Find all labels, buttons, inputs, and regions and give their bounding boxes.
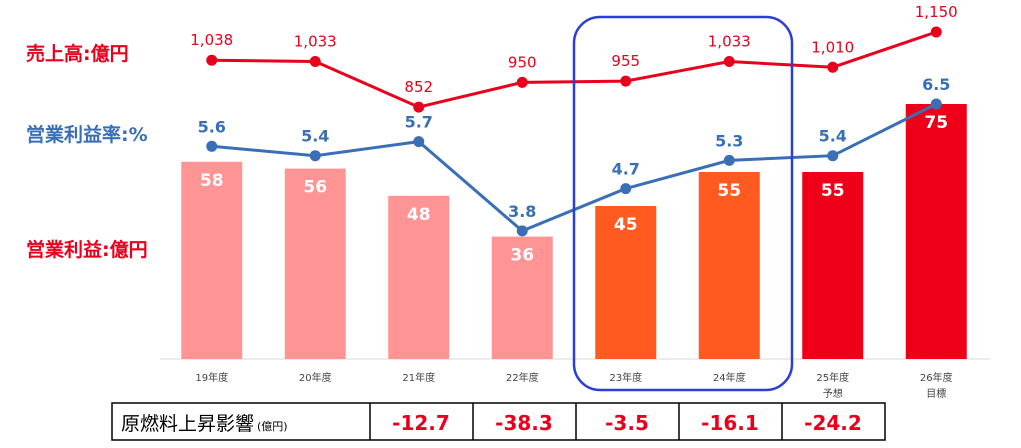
- sales-value-label: 1,010: [811, 38, 854, 56]
- x-tick-label: 23年度: [609, 371, 642, 384]
- margin-value-label: 3.8: [508, 202, 536, 221]
- table-header-unit: (億円): [257, 420, 288, 433]
- margin-value-label: 4.7: [612, 160, 640, 179]
- bars-group: 58 56 48 36 45 55 55 75: [181, 104, 967, 359]
- table-header-main: 原燃料上昇影響: [121, 413, 254, 435]
- highlight-box: [572, 15, 794, 392]
- margin-point: [723, 154, 735, 166]
- x-tick-label: 21年度: [402, 371, 435, 384]
- bar-operating-profit: [181, 161, 243, 359]
- x-tick-label: 25年度: [816, 371, 849, 384]
- bar-operating-profit: [284, 168, 346, 359]
- sales-value-label: 1,033: [294, 32, 337, 50]
- x-tick-label: 22年度: [506, 371, 539, 384]
- margin-point: [620, 183, 632, 195]
- margin-point: [516, 225, 528, 237]
- table-value: -12.7: [392, 411, 450, 435]
- x-tick-sublabel: 予想: [823, 387, 843, 400]
- margin-value-label: 6.5: [922, 75, 950, 94]
- margin-value-label: 5.4: [301, 127, 329, 146]
- sales-value-label: 852: [404, 78, 433, 96]
- bar-operating-profit: [905, 104, 967, 359]
- bar-label: 55: [821, 181, 845, 201]
- margin-value-label: 5.6: [198, 117, 226, 136]
- bar-label: 45: [614, 215, 638, 235]
- legend-profit: 営業利益:億円: [26, 238, 148, 261]
- bar-operating-profit: [595, 206, 657, 359]
- bar-label: 48: [407, 205, 431, 225]
- sales-point: [620, 75, 632, 87]
- bar-operating-profit: [698, 172, 760, 359]
- table-value: -38.3: [495, 411, 553, 435]
- bar-operating-profit: [388, 195, 450, 359]
- margin-point: [206, 140, 218, 152]
- x-tick-label: 20年度: [299, 371, 332, 384]
- sales-point: [516, 76, 528, 88]
- margin-point: [413, 136, 425, 148]
- sales-value-label: 955: [611, 52, 640, 70]
- sales-point: [827, 61, 839, 73]
- margin-point: [309, 150, 321, 162]
- bar-operating-profit: [802, 172, 864, 359]
- sales-point: [413, 101, 425, 113]
- table-value: -24.2: [804, 411, 862, 435]
- x-tick-label: 26年度: [920, 371, 953, 384]
- margin-value-label: 5.3: [715, 131, 743, 150]
- bar-label: 56: [303, 178, 327, 198]
- sales-value-label: 1,038: [190, 31, 233, 49]
- bar-operating-profit: [491, 236, 553, 359]
- sales-point: [309, 55, 321, 67]
- x-tick-label: 19年度: [195, 371, 228, 384]
- margin-value-label: 5.4: [819, 127, 847, 146]
- legend-margin: 営業利益率:%: [26, 123, 148, 146]
- bar-label: 55: [717, 181, 741, 201]
- sales-point: [723, 55, 735, 67]
- table-value: -3.5: [605, 411, 649, 435]
- table-border: [111, 402, 886, 441]
- impact-table: 原燃料上昇影響 (億円) -12.7 -38.3 -3.5 -16.1 -24.…: [111, 402, 886, 441]
- margin-value-label: 5.7: [405, 113, 433, 132]
- margin-point: [827, 150, 839, 162]
- sales-point: [206, 54, 218, 66]
- legend-sales: 売上高:億円: [26, 42, 129, 65]
- table-value: -16.1: [701, 411, 759, 435]
- sales-value-label: 1,150: [915, 3, 958, 21]
- bar-label: 58: [200, 171, 224, 191]
- margin-point: [930, 98, 942, 110]
- bar-label: 75: [924, 113, 948, 133]
- bar-label: 36: [510, 246, 534, 266]
- sales-point: [930, 26, 942, 38]
- x-tick-label: 24年度: [713, 371, 746, 384]
- sales-value-label: 1,033: [708, 32, 751, 50]
- x-tick-sublabel: 目標: [926, 387, 946, 400]
- sales-value-label: 950: [508, 53, 537, 71]
